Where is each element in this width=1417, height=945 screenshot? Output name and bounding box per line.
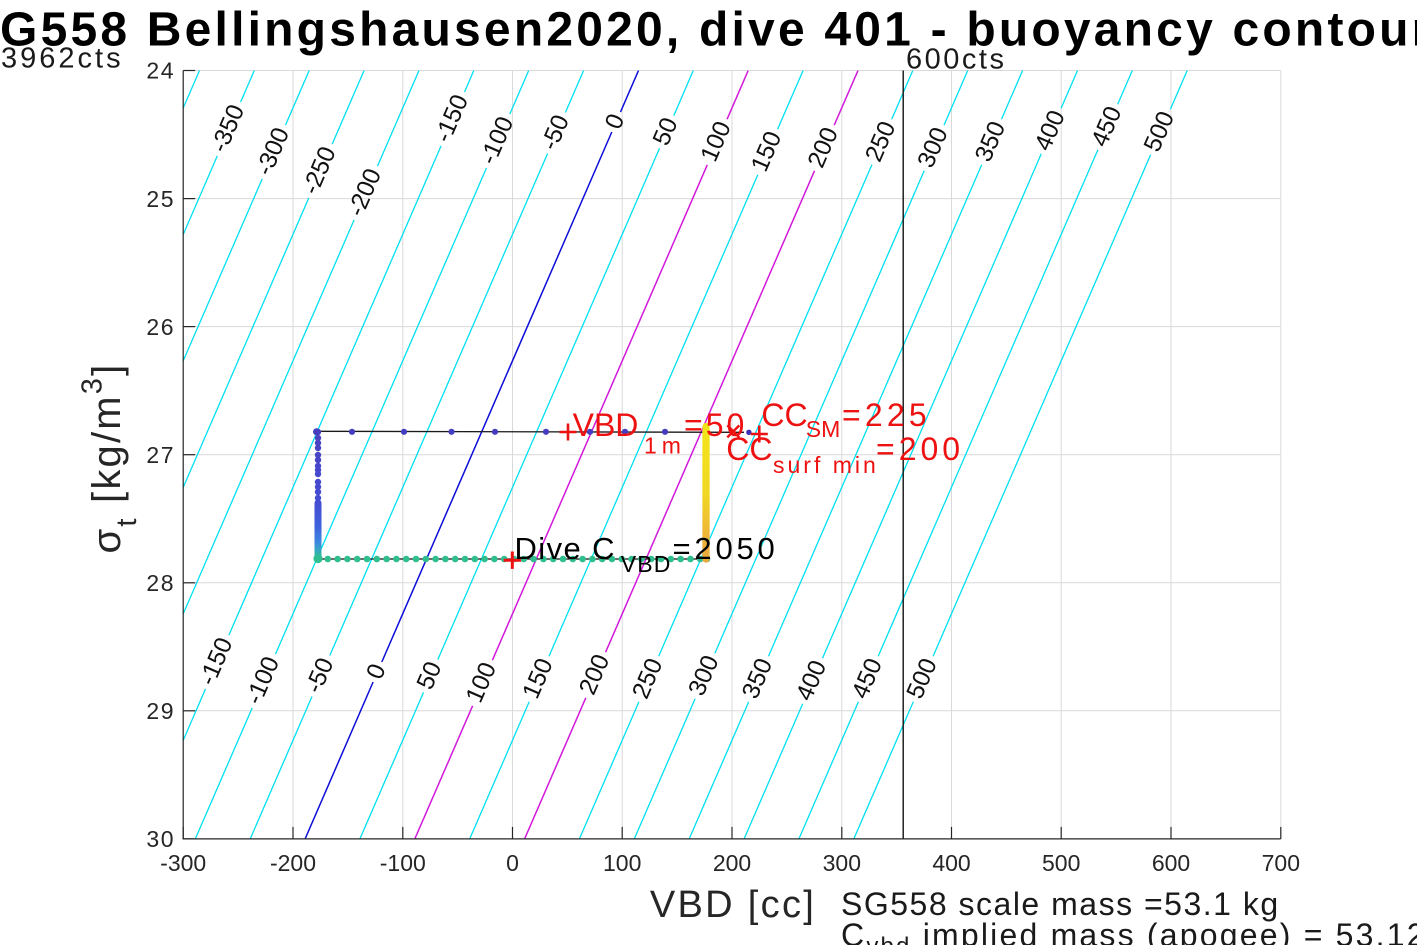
svg-text:=2050: =2050 <box>673 531 779 566</box>
svg-text:300: 300 <box>913 123 954 171</box>
svg-text:400: 400 <box>932 850 970 876</box>
svg-text:VBD: VBD <box>621 551 672 577</box>
svg-text:CC: CC <box>761 397 807 433</box>
svg-text:150: 150 <box>518 654 559 702</box>
svg-text:100: 100 <box>696 117 737 165</box>
svg-text:-100: -100 <box>380 850 426 876</box>
svg-text:=50: =50 <box>684 407 747 443</box>
svg-text:-300: -300 <box>251 124 295 180</box>
svg-text:σt [kg/m3]: σt [kg/m3] <box>77 363 144 554</box>
svg-text:600cts: 600cts <box>906 44 1006 76</box>
svg-text:SG558 Bellingshausen2020, dive: SG558 Bellingshausen2020, dive 401 - buo… <box>0 3 1417 56</box>
svg-text:250: 250 <box>860 117 901 165</box>
svg-text:0: 0 <box>361 660 391 683</box>
svg-text:400: 400 <box>791 656 832 704</box>
svg-text:-300: -300 <box>160 850 206 876</box>
svg-text:-150: -150 <box>194 634 238 690</box>
svg-text:300: 300 <box>823 850 861 876</box>
svg-text:26: 26 <box>146 314 175 340</box>
svg-text:29: 29 <box>146 698 175 724</box>
svg-text:600: 600 <box>1152 850 1190 876</box>
svg-text:=200: =200 <box>876 431 964 467</box>
svg-text:50: 50 <box>412 658 448 694</box>
svg-text:27: 27 <box>146 442 175 468</box>
svg-text:-250: -250 <box>297 143 341 199</box>
svg-text:200: 200 <box>713 850 751 876</box>
svg-text:450: 450 <box>1086 102 1127 150</box>
svg-text:500: 500 <box>1139 107 1180 155</box>
svg-text:-150: -150 <box>430 91 474 147</box>
svg-text:surf min: surf min <box>773 452 879 478</box>
svg-text:24: 24 <box>146 58 175 84</box>
svg-text:200: 200 <box>803 123 844 171</box>
svg-text:3962cts: 3962cts <box>1 42 124 74</box>
svg-text:-50: -50 <box>536 111 575 154</box>
svg-text:-200: -200 <box>343 165 387 221</box>
svg-text:VBD [cc]: VBD [cc] <box>650 884 816 926</box>
svg-text:Cvbd implied mass (apogee) = 5: Cvbd implied mass (apogee) = 53.12 kg <box>841 917 1417 945</box>
svg-text:500: 500 <box>902 654 943 702</box>
svg-text:-100: -100 <box>241 653 285 709</box>
svg-text:100: 100 <box>603 850 641 876</box>
svg-text:=225: =225 <box>842 397 931 433</box>
svg-text:300: 300 <box>684 651 725 699</box>
svg-text:VBD: VBD <box>573 407 639 443</box>
svg-text:-200: -200 <box>270 850 316 876</box>
svg-text:28: 28 <box>146 570 175 596</box>
svg-text:-350: -350 <box>206 101 250 157</box>
svg-text:SG558 scale mass =53.1 kg: SG558 scale mass =53.1 kg <box>841 886 1280 922</box>
svg-text:500: 500 <box>1042 850 1080 876</box>
svg-text:700: 700 <box>1262 850 1300 876</box>
svg-text:350: 350 <box>737 654 778 702</box>
svg-text:SM: SM <box>806 416 841 442</box>
svg-text:Dive C: Dive C <box>515 531 616 566</box>
svg-text:100: 100 <box>461 658 502 706</box>
svg-text:1m: 1m <box>644 433 686 459</box>
svg-text:400: 400 <box>1030 106 1071 154</box>
svg-text:0: 0 <box>506 850 519 876</box>
svg-text:200: 200 <box>574 650 615 698</box>
svg-text:250: 250 <box>627 654 668 702</box>
svg-text:0: 0 <box>600 110 630 133</box>
svg-text:CC: CC <box>726 431 772 467</box>
svg-text:30: 30 <box>146 826 175 852</box>
svg-text:450: 450 <box>847 654 888 702</box>
svg-text:50: 50 <box>648 114 684 150</box>
svg-text:350: 350 <box>970 117 1011 165</box>
svg-text:25: 25 <box>146 186 175 212</box>
svg-text:150: 150 <box>746 127 787 175</box>
svg-text:-50: -50 <box>301 654 340 697</box>
